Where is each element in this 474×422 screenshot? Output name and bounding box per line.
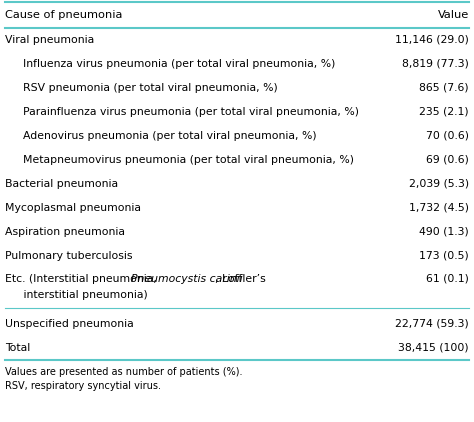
Text: Etc. (Interstitial pneumonia,: Etc. (Interstitial pneumonia,	[5, 273, 160, 284]
Text: Pulmonary tuberculosis: Pulmonary tuberculosis	[5, 251, 133, 261]
Text: RSV, respiratory syncytial virus.: RSV, respiratory syncytial virus.	[5, 381, 161, 391]
Text: Influenza virus pneumonia (per total viral pneumonia, %): Influenza virus pneumonia (per total vir…	[23, 59, 336, 69]
Text: Adenovirus pneumonia (per total viral pneumonia, %): Adenovirus pneumonia (per total viral pn…	[23, 131, 317, 141]
Text: Parainfluenza virus pneumonia (per total viral pneumonia, %): Parainfluenza virus pneumonia (per total…	[23, 107, 359, 117]
Text: Values are presented as number of patients (%).: Values are presented as number of patien…	[5, 367, 243, 377]
Text: Unspecified pneumonia: Unspecified pneumonia	[5, 319, 134, 329]
Text: 865 (7.6): 865 (7.6)	[419, 83, 469, 93]
Text: 22,774 (59.3): 22,774 (59.3)	[395, 319, 469, 329]
Text: 235 (2.1): 235 (2.1)	[419, 107, 469, 117]
Text: Value: Value	[438, 10, 469, 20]
Text: 1,732 (4.5): 1,732 (4.5)	[409, 203, 469, 213]
Text: Cause of pneumonia: Cause of pneumonia	[5, 10, 122, 20]
Text: Mycoplasmal pneumonia: Mycoplasmal pneumonia	[5, 203, 141, 213]
Text: , Loffler’s: , Loffler’s	[215, 273, 265, 284]
Text: 70 (0.6): 70 (0.6)	[426, 131, 469, 141]
Text: 61 (0.1): 61 (0.1)	[426, 273, 469, 284]
Text: Metapneumovirus pneumonia (per total viral pneumonia, %): Metapneumovirus pneumonia (per total vir…	[23, 155, 354, 165]
Text: 8,819 (77.3): 8,819 (77.3)	[402, 59, 469, 69]
Text: Bacterial pneumonia: Bacterial pneumonia	[5, 179, 118, 189]
Text: 2,039 (5.3): 2,039 (5.3)	[409, 179, 469, 189]
Text: Aspiration pneumonia: Aspiration pneumonia	[5, 227, 125, 237]
Text: 11,146 (29.0): 11,146 (29.0)	[395, 35, 469, 45]
Text: RSV pneumonia (per total viral pneumonia, %): RSV pneumonia (per total viral pneumonia…	[23, 83, 278, 93]
Text: 38,415 (100): 38,415 (100)	[398, 343, 469, 353]
Text: Viral pneumonia: Viral pneumonia	[5, 35, 94, 45]
Text: Total: Total	[5, 343, 30, 353]
Text: Pneumocystis carinii: Pneumocystis carinii	[131, 273, 243, 284]
Text: 490 (1.3): 490 (1.3)	[419, 227, 469, 237]
Text: 69 (0.6): 69 (0.6)	[426, 155, 469, 165]
Text: 173 (0.5): 173 (0.5)	[419, 251, 469, 261]
Text: interstitial pneumonia): interstitial pneumonia)	[13, 290, 148, 300]
